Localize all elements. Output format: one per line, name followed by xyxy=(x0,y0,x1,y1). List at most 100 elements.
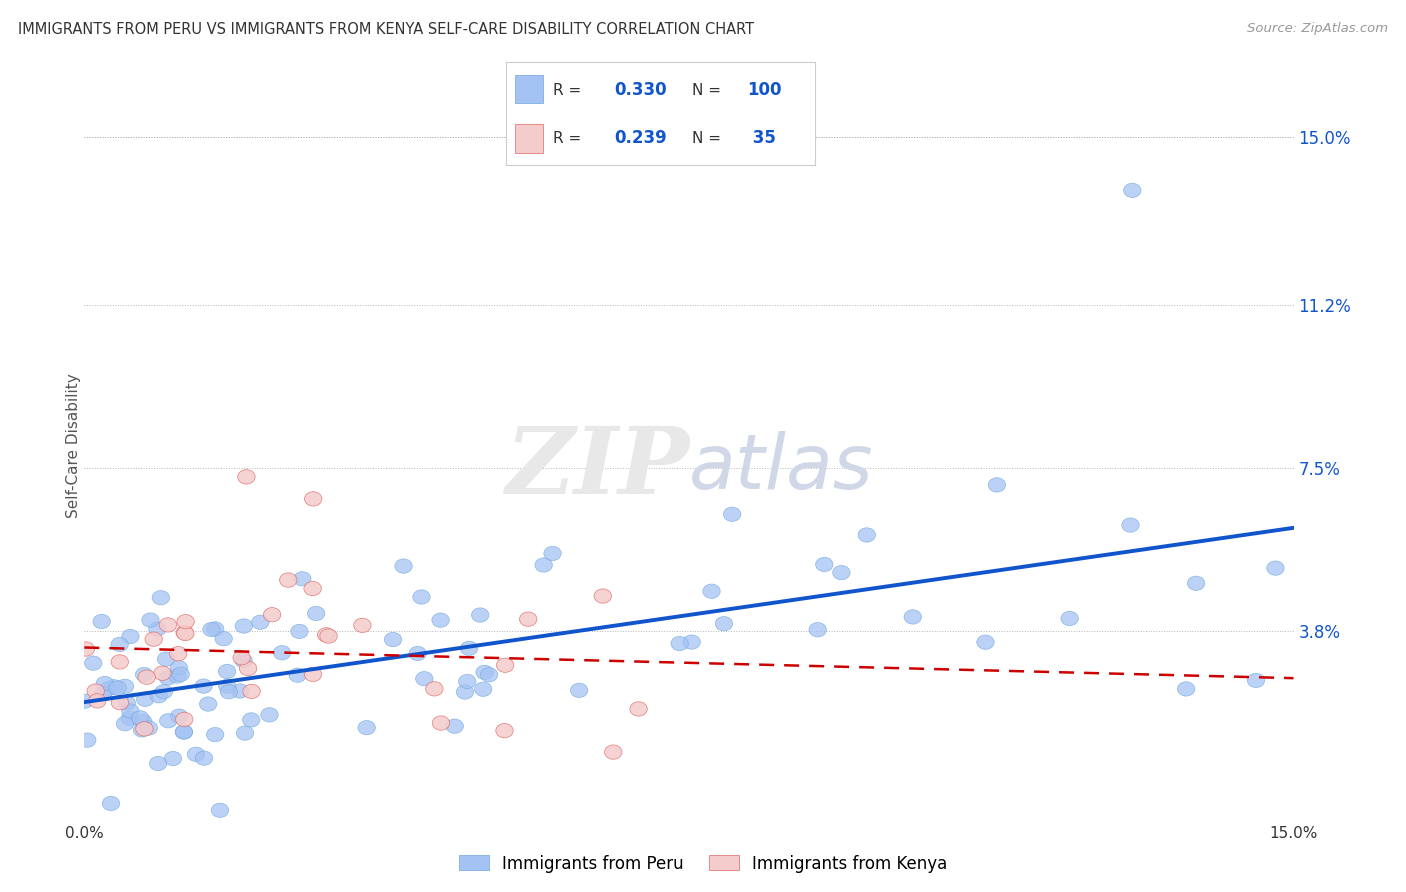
Ellipse shape xyxy=(460,641,478,656)
Ellipse shape xyxy=(105,680,122,694)
Ellipse shape xyxy=(169,669,186,683)
Ellipse shape xyxy=(152,591,170,605)
Ellipse shape xyxy=(170,709,188,723)
Ellipse shape xyxy=(145,632,162,647)
Ellipse shape xyxy=(172,667,190,681)
Ellipse shape xyxy=(211,803,229,817)
Ellipse shape xyxy=(235,619,253,633)
Ellipse shape xyxy=(221,684,238,699)
Ellipse shape xyxy=(1122,518,1139,533)
Ellipse shape xyxy=(170,647,187,661)
Ellipse shape xyxy=(132,711,149,725)
Ellipse shape xyxy=(170,661,187,675)
Ellipse shape xyxy=(474,682,492,697)
Ellipse shape xyxy=(288,668,307,682)
Ellipse shape xyxy=(280,573,297,587)
Text: atlas: atlas xyxy=(689,432,873,506)
Ellipse shape xyxy=(1267,561,1284,575)
Ellipse shape xyxy=(595,589,612,603)
Ellipse shape xyxy=(243,684,260,698)
Ellipse shape xyxy=(571,683,588,698)
Ellipse shape xyxy=(118,696,135,710)
Ellipse shape xyxy=(149,622,166,636)
Ellipse shape xyxy=(291,624,308,639)
Ellipse shape xyxy=(159,671,177,685)
Ellipse shape xyxy=(1177,681,1195,696)
Ellipse shape xyxy=(202,623,221,637)
Ellipse shape xyxy=(96,676,114,690)
Ellipse shape xyxy=(238,470,254,484)
Ellipse shape xyxy=(318,628,335,642)
Ellipse shape xyxy=(103,797,120,811)
Ellipse shape xyxy=(195,751,212,765)
Ellipse shape xyxy=(496,723,513,738)
Ellipse shape xyxy=(703,584,720,599)
Ellipse shape xyxy=(242,713,260,727)
Ellipse shape xyxy=(117,679,134,693)
Ellipse shape xyxy=(630,702,647,716)
Ellipse shape xyxy=(471,607,489,623)
Ellipse shape xyxy=(426,681,443,696)
Ellipse shape xyxy=(1188,576,1205,591)
Ellipse shape xyxy=(200,697,217,711)
Ellipse shape xyxy=(1062,611,1078,625)
Ellipse shape xyxy=(176,725,193,739)
Ellipse shape xyxy=(832,566,851,580)
Ellipse shape xyxy=(122,704,139,718)
Text: IMMIGRANTS FROM PERU VS IMMIGRANTS FROM KENYA SELF-CARE DISABILITY CORRELATION C: IMMIGRANTS FROM PERU VS IMMIGRANTS FROM … xyxy=(18,22,755,37)
Y-axis label: Self-Care Disability: Self-Care Disability xyxy=(66,374,80,518)
Ellipse shape xyxy=(122,630,139,644)
Ellipse shape xyxy=(195,679,212,693)
Text: N =: N = xyxy=(692,131,725,146)
Ellipse shape xyxy=(409,647,426,661)
Ellipse shape xyxy=(534,558,553,572)
Ellipse shape xyxy=(252,615,269,630)
Ellipse shape xyxy=(977,635,994,649)
Text: R =: R = xyxy=(553,131,586,146)
Ellipse shape xyxy=(305,491,322,506)
Text: 35: 35 xyxy=(748,129,776,147)
Ellipse shape xyxy=(76,694,93,708)
Ellipse shape xyxy=(671,636,689,650)
Ellipse shape xyxy=(136,692,153,706)
Ellipse shape xyxy=(176,625,194,640)
Ellipse shape xyxy=(121,711,139,725)
Ellipse shape xyxy=(100,681,117,696)
Ellipse shape xyxy=(260,707,278,722)
Ellipse shape xyxy=(236,726,253,740)
FancyBboxPatch shape xyxy=(516,124,543,153)
Ellipse shape xyxy=(87,684,104,698)
Ellipse shape xyxy=(117,716,134,731)
Ellipse shape xyxy=(319,629,337,643)
Text: ZIP: ZIP xyxy=(505,424,689,514)
Legend: Immigrants from Peru, Immigrants from Kenya: Immigrants from Peru, Immigrants from Ke… xyxy=(453,848,953,880)
Text: 0.330: 0.330 xyxy=(614,81,666,99)
Ellipse shape xyxy=(93,615,110,629)
Ellipse shape xyxy=(308,607,325,621)
Ellipse shape xyxy=(273,646,291,660)
Ellipse shape xyxy=(457,685,474,699)
Ellipse shape xyxy=(157,652,174,666)
Ellipse shape xyxy=(89,694,105,708)
Ellipse shape xyxy=(1123,183,1142,197)
Ellipse shape xyxy=(384,632,402,647)
Ellipse shape xyxy=(150,689,167,703)
Ellipse shape xyxy=(177,626,194,640)
Ellipse shape xyxy=(683,635,700,649)
Ellipse shape xyxy=(808,623,827,637)
Ellipse shape xyxy=(458,674,477,689)
Ellipse shape xyxy=(149,756,167,771)
Ellipse shape xyxy=(141,721,157,735)
FancyBboxPatch shape xyxy=(516,75,543,103)
Ellipse shape xyxy=(94,687,111,701)
Ellipse shape xyxy=(177,615,194,629)
Ellipse shape xyxy=(111,655,128,669)
Ellipse shape xyxy=(475,665,494,680)
Ellipse shape xyxy=(218,665,236,679)
Ellipse shape xyxy=(446,719,464,733)
Ellipse shape xyxy=(232,684,249,698)
Text: R =: R = xyxy=(553,83,586,97)
Ellipse shape xyxy=(108,681,127,695)
Ellipse shape xyxy=(187,747,205,762)
Ellipse shape xyxy=(304,667,322,681)
